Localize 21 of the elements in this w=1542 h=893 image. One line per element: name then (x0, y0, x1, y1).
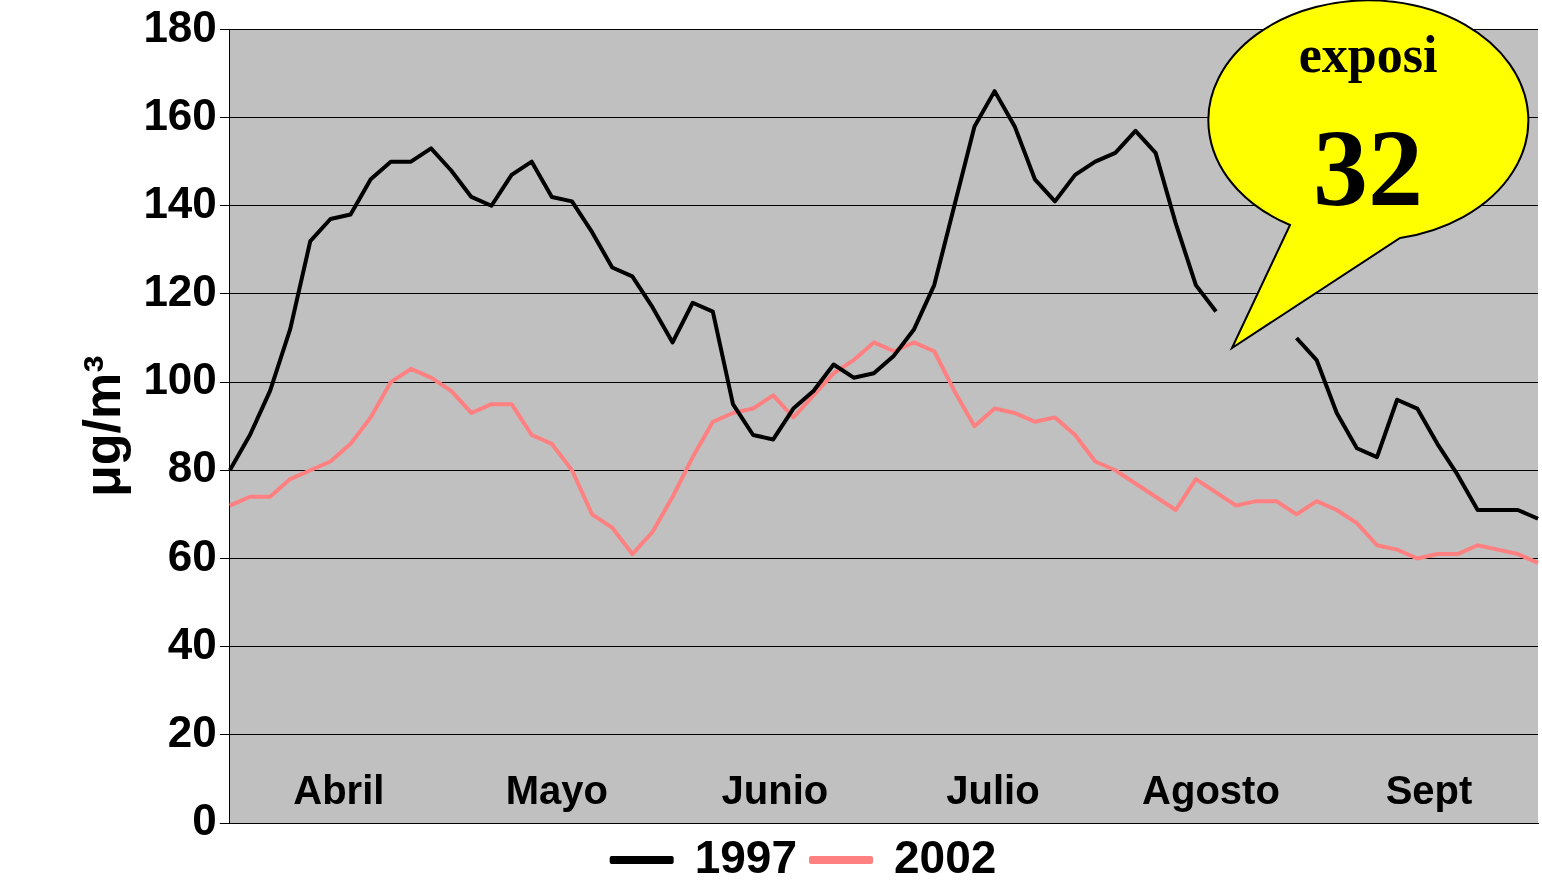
y-tick-label: 60 (167, 530, 217, 580)
annotation: Mayo (505, 768, 608, 813)
annotation: Julio (946, 768, 1040, 813)
y-tick-label: 180 (143, 1, 217, 51)
legend-label: 1997 (694, 830, 798, 883)
y-tick-label: 140 (143, 177, 217, 227)
legend-label: 2002 (894, 830, 997, 883)
annotation: 32 (1313, 107, 1423, 229)
y-tick-label: 120 (143, 266, 217, 316)
annotation: Sept (1385, 768, 1473, 813)
y-tick-label: 160 (143, 89, 217, 139)
annotation: Agosto (1142, 768, 1280, 813)
y-tick-label: 0 (192, 795, 217, 845)
y-tick-label: 40 (167, 618, 217, 668)
annotation: exposi (1298, 26, 1438, 83)
y-tick-label: 20 (167, 706, 217, 756)
y-tick-label: 100 (143, 354, 217, 404)
annotation: Abril (293, 768, 385, 813)
y-axis-title: μg/m³ (72, 355, 131, 497)
y-tick-label: 80 (167, 442, 217, 492)
annotation: Junio (721, 768, 829, 813)
